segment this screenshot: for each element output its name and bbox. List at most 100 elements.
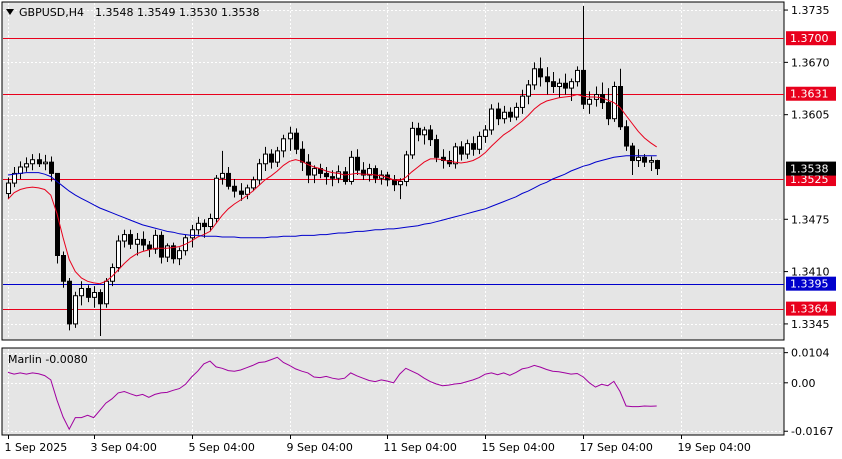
candle	[257, 158, 262, 185]
candle	[367, 163, 372, 182]
candle	[55, 172, 60, 264]
level-price-tag: 1.3700	[786, 31, 836, 46]
candle-body	[538, 68, 543, 78]
candle-body	[336, 171, 341, 179]
candle-body	[24, 163, 29, 168]
candle	[30, 154, 35, 171]
candle-body	[190, 229, 195, 239]
candle-body	[171, 245, 176, 260]
candle	[165, 243, 170, 262]
candle-body	[453, 146, 458, 165]
candle-body	[642, 156, 647, 163]
candle	[624, 120, 629, 151]
candle	[428, 125, 433, 147]
candle	[642, 154, 647, 167]
candle-body	[624, 126, 629, 147]
candle-body	[630, 145, 635, 162]
candle-body	[37, 159, 42, 165]
candle-body	[459, 146, 464, 155]
candle-body	[122, 234, 127, 242]
candle	[245, 184, 250, 200]
price-tick-label: 1.3735	[791, 4, 830, 17]
candle	[61, 251, 66, 288]
collapse-triangle-icon[interactable]	[6, 9, 14, 15]
candle-body	[104, 280, 109, 305]
candle-body	[343, 171, 348, 182]
candle	[92, 286, 97, 308]
candle	[489, 104, 494, 135]
candle-body	[569, 81, 574, 89]
candle	[12, 166, 17, 188]
candle	[434, 134, 439, 163]
candle-body	[196, 222, 201, 231]
candle-body	[153, 234, 158, 250]
candle-body	[398, 180, 403, 186]
candle	[116, 235, 121, 272]
candle-body	[214, 177, 219, 219]
marlin-line	[7, 356, 657, 431]
candle	[343, 166, 348, 185]
level-tag-label: 1.3364	[790, 303, 829, 316]
candle	[159, 231, 164, 264]
candle	[135, 232, 140, 256]
price-tick-label: 1.3670	[791, 56, 830, 69]
candle-body	[12, 172, 17, 184]
candle	[294, 128, 299, 155]
time-tick-label: 5 Sep 04:00	[189, 441, 255, 454]
candle-body	[98, 292, 103, 305]
candle	[496, 102, 501, 126]
candle-body	[502, 111, 507, 120]
candle-body	[177, 250, 182, 260]
candle	[569, 78, 574, 101]
candle-body	[496, 108, 501, 120]
candle	[514, 102, 519, 121]
candle	[410, 121, 415, 159]
candle-body	[330, 176, 335, 179]
candle	[563, 73, 568, 95]
candle-body	[606, 102, 611, 120]
candle-body	[135, 238, 140, 245]
candle-body	[367, 168, 372, 176]
candle	[324, 166, 329, 185]
candle	[373, 165, 378, 184]
candle-body	[422, 129, 427, 136]
candle-body	[465, 143, 470, 155]
candle-body	[61, 255, 66, 282]
level-price-tag: 1.3631	[786, 86, 836, 101]
candle	[636, 149, 641, 167]
time-tick-label: 15 Sep 04:00	[482, 441, 555, 454]
candle	[288, 126, 293, 151]
candle-body	[636, 156, 641, 162]
candle	[581, 6, 586, 110]
candle	[24, 157, 29, 172]
candle-body	[312, 168, 317, 176]
ohlc-values: 1.3548 1.3549 1.3530 1.3538	[95, 6, 259, 19]
price-tick-label: 1.3345	[791, 318, 830, 331]
candle-body	[655, 160, 660, 170]
candle	[269, 149, 274, 169]
candle-body	[43, 161, 48, 165]
candle-body	[563, 82, 568, 89]
candle-body	[165, 245, 170, 258]
candle-body	[587, 98, 592, 105]
level-tag-box	[786, 301, 836, 316]
candle-body	[30, 159, 35, 165]
level-tag-box	[786, 86, 836, 101]
candle-body	[220, 172, 225, 179]
candle	[251, 176, 256, 192]
candle	[128, 229, 133, 250]
candle	[275, 146, 280, 167]
candle-body	[373, 168, 378, 179]
candle-body	[67, 280, 72, 325]
candle-body	[116, 240, 121, 269]
candle	[483, 125, 488, 143]
candle	[551, 72, 556, 93]
current-price-tag: 1.3538	[786, 161, 836, 176]
level-tag-label: 1.3631	[790, 88, 829, 101]
candle	[655, 159, 660, 176]
candle	[471, 136, 476, 156]
candle	[43, 154, 48, 171]
candle	[502, 105, 507, 124]
candle-body	[416, 127, 421, 136]
candle	[226, 166, 231, 190]
